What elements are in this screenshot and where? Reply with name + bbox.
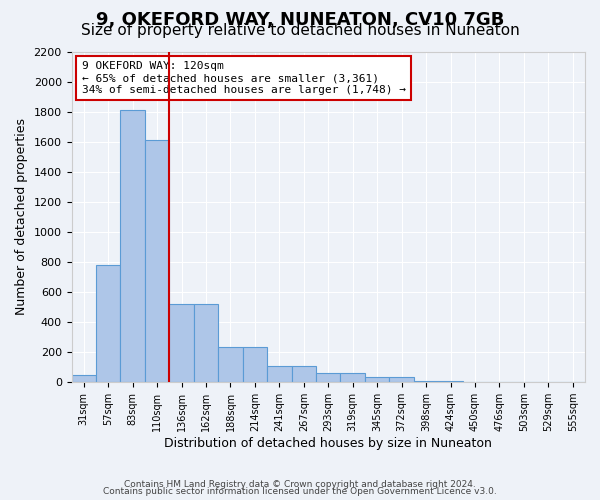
Text: Contains public sector information licensed under the Open Government Licence v3: Contains public sector information licen… xyxy=(103,487,497,496)
Text: Contains HM Land Registry data © Crown copyright and database right 2024.: Contains HM Land Registry data © Crown c… xyxy=(124,480,476,489)
X-axis label: Distribution of detached houses by size in Nuneaton: Distribution of detached houses by size … xyxy=(164,437,492,450)
Bar xyxy=(194,304,218,382)
Bar xyxy=(169,304,194,382)
Text: 9 OKEFORD WAY: 120sqm
← 65% of detached houses are smaller (3,361)
34% of semi-d: 9 OKEFORD WAY: 120sqm ← 65% of detached … xyxy=(82,62,406,94)
Bar xyxy=(145,140,169,382)
Bar xyxy=(389,377,414,382)
Bar xyxy=(365,377,389,382)
Bar xyxy=(96,265,121,382)
Text: Size of property relative to detached houses in Nuneaton: Size of property relative to detached ho… xyxy=(80,24,520,38)
Bar xyxy=(121,110,145,382)
Bar xyxy=(316,373,340,382)
Bar xyxy=(218,347,242,382)
Bar xyxy=(242,347,267,382)
Bar xyxy=(414,380,438,382)
Bar xyxy=(71,374,96,382)
Bar xyxy=(267,366,292,382)
Bar xyxy=(340,373,365,382)
Text: 9, OKEFORD WAY, NUNEATON, CV10 7GB: 9, OKEFORD WAY, NUNEATON, CV10 7GB xyxy=(96,12,504,30)
Bar xyxy=(292,366,316,382)
Y-axis label: Number of detached properties: Number of detached properties xyxy=(15,118,28,316)
